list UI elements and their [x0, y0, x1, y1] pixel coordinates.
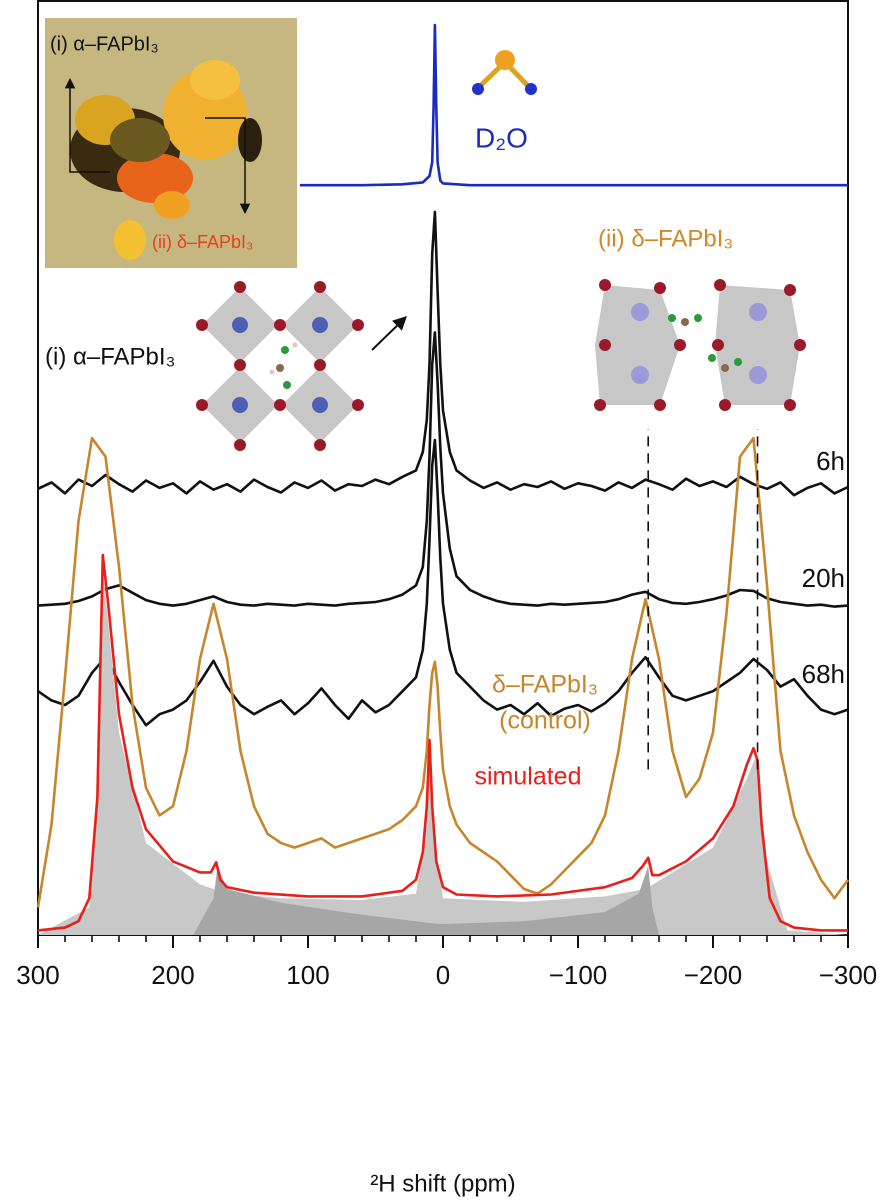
x-tick-label: −200 — [684, 960, 743, 990]
annotation: (i) α–FAPbI₃ — [45, 343, 175, 370]
arrow — [371, 316, 408, 351]
series-label: 6h — [816, 446, 845, 476]
photo-inset — [45, 18, 297, 268]
annotation: (ii) δ–FAPbI₃ — [152, 232, 253, 252]
spectrum-line — [299, 23, 848, 187]
spectrum-line — [37, 331, 849, 608]
x-tick-label: −300 — [819, 960, 878, 990]
annotation: (ii) δ–FAPbI₃ — [598, 225, 733, 252]
x-tick-label: 200 — [151, 960, 194, 990]
d2o-molecule — [472, 50, 537, 95]
spectrum-line — [36, 436, 850, 908]
area — [38, 567, 848, 935]
series-label: 20h — [802, 563, 845, 593]
x-tick-label: 300 — [16, 960, 59, 990]
x-axis-title: ²H shift (ppm) — [370, 1170, 515, 1197]
series-label: simulated — [475, 763, 582, 791]
alpha-structure — [196, 281, 364, 451]
series-label: D₂O — [475, 122, 528, 153]
annotation: (i) α–FAPbI₃ — [50, 33, 159, 55]
x-tick-label: −100 — [549, 960, 608, 990]
spectrum-line — [37, 438, 849, 727]
series-label: δ–FAPbI₃ — [492, 671, 598, 699]
delta-structure — [594, 279, 806, 411]
x-tick-label: 100 — [286, 960, 329, 990]
series-label: (control) — [499, 707, 591, 735]
spectrum-line — [37, 210, 849, 497]
series-label: 68h — [802, 659, 845, 689]
area — [193, 866, 660, 935]
x-tick-label: 0 — [436, 960, 450, 990]
spectrum-line — [37, 553, 848, 932]
